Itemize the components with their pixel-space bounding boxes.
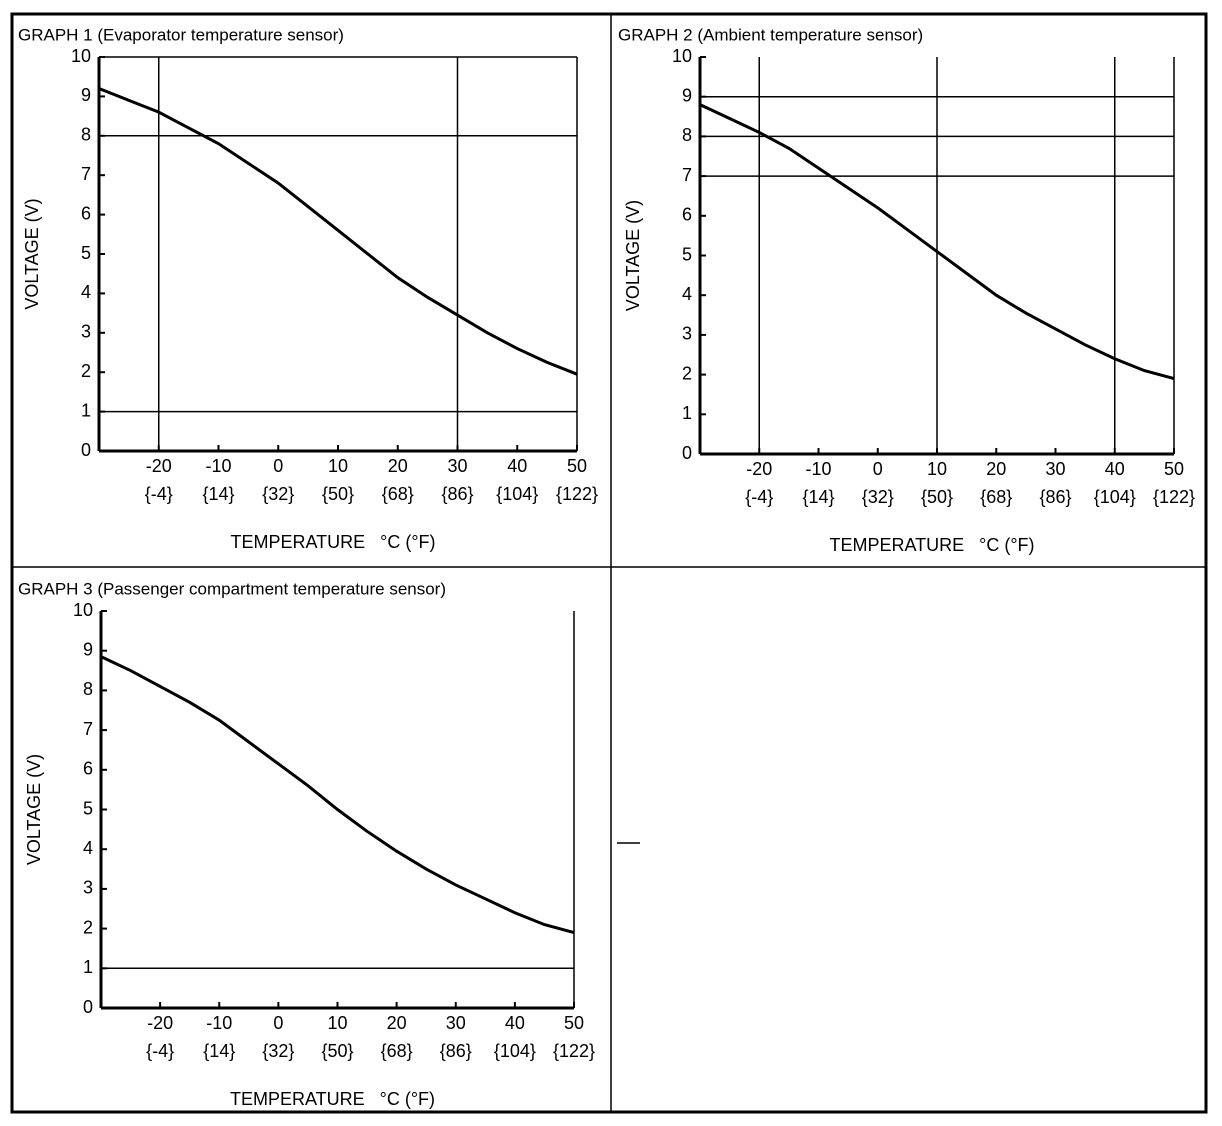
x-tick-label: 40 — [505, 1013, 525, 1033]
x-tick-label: 10 — [927, 459, 947, 479]
y-tick-label: 6 — [682, 205, 692, 225]
y-tick-label: 10 — [73, 600, 93, 620]
x-tick-label-f: {14} — [203, 1041, 235, 1061]
x-tick-label-f: {86} — [441, 484, 473, 504]
x-tick-label: 10 — [327, 1013, 347, 1033]
y-tick-label: 7 — [81, 164, 91, 184]
y-tick-label: 0 — [682, 443, 692, 463]
x-tick-label-f: {104} — [494, 1041, 536, 1061]
y-tick-label: 9 — [83, 639, 93, 659]
x-axis-label: TEMPERATURE °C (°F) — [829, 535, 1034, 555]
x-tick-label-f: {50} — [321, 1041, 353, 1061]
y-tick-label: 6 — [81, 203, 91, 223]
x-tick-label: 50 — [564, 1013, 584, 1033]
y-tick-label: 6 — [83, 759, 93, 779]
x-tick-label: 0 — [273, 456, 283, 476]
x-tick-label-f: {122} — [553, 1041, 595, 1061]
x-tick-label: -10 — [206, 1013, 232, 1033]
x-tick-label-f: {32} — [262, 484, 294, 504]
y-tick-label: 1 — [81, 400, 91, 420]
y-tick-label: 8 — [83, 679, 93, 699]
y-tick-label: 5 — [83, 798, 93, 818]
x-tick-label-f: {68} — [382, 484, 414, 504]
y-axis-label: VOLTAGE (V) — [623, 200, 643, 311]
x-tick-label-f: {104} — [1094, 487, 1136, 507]
x-tick-label-f: {14} — [802, 487, 834, 507]
x-tick-label: 50 — [567, 456, 587, 476]
curve — [100, 655, 575, 935]
chart-title: GRAPH 1 (Evaporator temperature sensor) — [18, 25, 344, 44]
x-tick-label: -10 — [205, 456, 231, 476]
x-tick-label-f: {50} — [921, 487, 953, 507]
x-tick-label: 50 — [1164, 459, 1184, 479]
y-tick-label: 10 — [71, 46, 91, 66]
y-tick-label: 7 — [83, 719, 93, 739]
y-tick-label: 0 — [83, 997, 93, 1017]
x-axis-label: TEMPERATURE °C (°F) — [230, 532, 435, 552]
x-tick-label-f: {-4} — [146, 1041, 174, 1061]
x-tick-label: 30 — [1045, 459, 1065, 479]
x-tick-label: -20 — [146, 456, 172, 476]
y-tick-label: 2 — [81, 361, 91, 381]
x-tick-label: 40 — [1105, 459, 1125, 479]
y-tick-label: 8 — [81, 125, 91, 145]
curve — [98, 87, 578, 376]
x-tick-label-f: {104} — [496, 484, 538, 504]
x-tick-label-f: {86} — [1039, 487, 1071, 507]
x-tick-label: 10 — [328, 456, 348, 476]
x-tick-label-f: {50} — [322, 484, 354, 504]
x-tick-label: 20 — [388, 456, 408, 476]
y-tick-label: 4 — [83, 838, 93, 858]
y-tick-label: 4 — [682, 284, 692, 304]
y-tick-label: 9 — [682, 85, 692, 105]
y-tick-label: 9 — [81, 85, 91, 105]
chart-title: GRAPH 3 (Passenger compartment temperatu… — [18, 579, 446, 598]
x-tick-label: -20 — [147, 1013, 173, 1033]
x-tick-label: 20 — [986, 459, 1006, 479]
y-tick-label: 7 — [682, 165, 692, 185]
y-tick-label: 3 — [81, 322, 91, 342]
y-tick-label: 1 — [83, 957, 93, 977]
chart-title: GRAPH 2 (Ambient temperature sensor) — [618, 25, 923, 44]
x-tick-label-f: {32} — [262, 1041, 294, 1061]
y-tick-label: 5 — [81, 243, 91, 263]
y-tick-label: 2 — [682, 363, 692, 383]
x-tick-label-f: {86} — [440, 1041, 472, 1061]
x-tick-label-f: {68} — [980, 487, 1012, 507]
y-tick-label: 0 — [81, 440, 91, 460]
y-tick-label: 3 — [83, 878, 93, 898]
y-axis-label: VOLTAGE (V) — [24, 754, 44, 865]
y-tick-label: 5 — [682, 244, 692, 264]
y-tick-label: 3 — [682, 324, 692, 344]
x-tick-label: -20 — [746, 459, 772, 479]
x-tick-label: -10 — [805, 459, 831, 479]
x-tick-label-f: {-4} — [745, 487, 773, 507]
curve — [699, 103, 1175, 381]
x-tick-label-f: {14} — [202, 484, 234, 504]
y-tick-label: 8 — [682, 125, 692, 145]
x-tick-label: 0 — [873, 459, 883, 479]
x-tick-label-f: {68} — [381, 1041, 413, 1061]
x-tick-label-f: {122} — [1153, 487, 1195, 507]
x-tick-label-f: {122} — [556, 484, 598, 504]
y-tick-label: 2 — [83, 917, 93, 937]
x-tick-label: 0 — [273, 1013, 283, 1033]
y-axis-label: VOLTAGE (V) — [22, 198, 42, 309]
x-tick-label-f: {32} — [862, 487, 894, 507]
y-tick-label: 10 — [672, 46, 692, 66]
x-tick-label: 40 — [507, 456, 527, 476]
x-tick-label-f: {-4} — [145, 484, 173, 504]
y-tick-label: 4 — [81, 282, 91, 302]
x-axis-label: TEMPERATURE °C (°F) — [230, 1089, 435, 1109]
outer-frame — [10, 12, 1208, 1114]
y-tick-label: 1 — [682, 403, 692, 423]
x-tick-label: 20 — [387, 1013, 407, 1033]
x-tick-label: 30 — [446, 1013, 466, 1033]
x-tick-label: 30 — [447, 456, 467, 476]
